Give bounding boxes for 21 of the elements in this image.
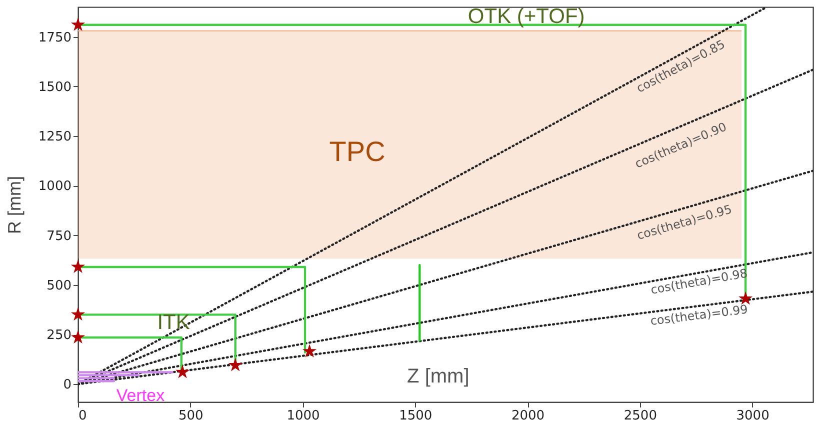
x-tick-label: 3000 [736, 408, 770, 424]
y-axis-title: R [mm] [4, 176, 24, 234]
y-tick-label: 1000 [38, 179, 72, 194]
x-tick-label: 2500 [624, 408, 657, 424]
y-tick-label: 500 [46, 278, 72, 294]
y-tick-label: 1250 [38, 130, 72, 145]
x-axis-title: Z [mm] [407, 365, 470, 388]
x-tick-label: 500 [178, 408, 204, 424]
y-tick-label: 1750 [38, 30, 72, 46]
x-tick-label: 2000 [511, 408, 545, 424]
x-tick-label: 1000 [286, 408, 320, 424]
annotation: TPC [329, 136, 386, 168]
x-tick-label: 1500 [399, 408, 432, 424]
x-tick-label: 0 [78, 408, 87, 424]
annotation: OTK (+TOF) [468, 4, 585, 28]
y-tick-label: 750 [46, 228, 72, 244]
annotation: ITK [157, 311, 190, 334]
y-tick-label: 250 [46, 328, 72, 344]
annotation: Vertex [116, 386, 166, 406]
y-tick-label: 0 [63, 378, 72, 393]
y-tick-label: 1500 [38, 80, 72, 95]
